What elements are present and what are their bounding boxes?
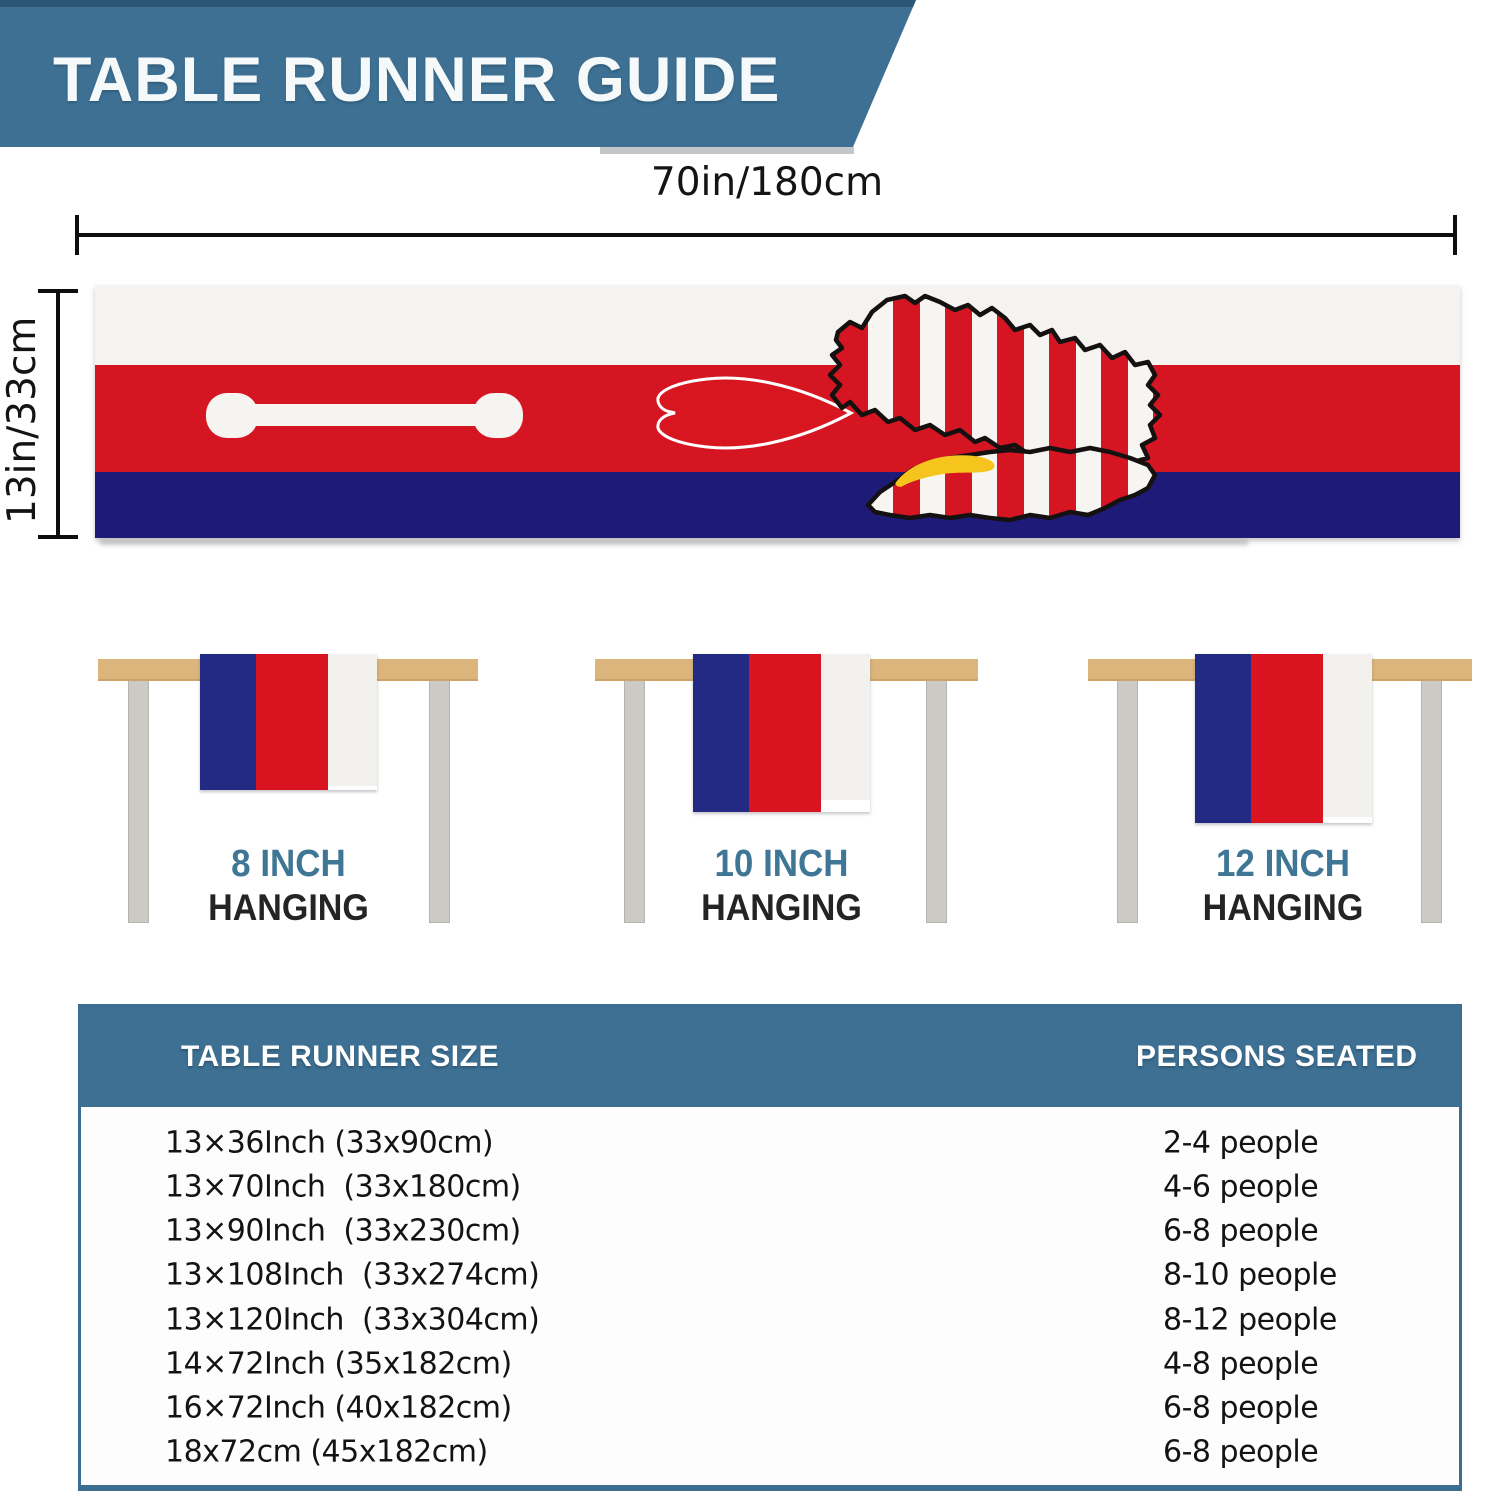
size-cell: 13×90Inch (33x230cm): [165, 1213, 521, 1249]
persons-cell: 6-8 people: [1163, 1434, 1319, 1470]
hanging-label: 12 INCH HANGING: [1195, 843, 1371, 929]
table-row: 13×36Inch (33x90cm) 2-4 people: [81, 1121, 1459, 1165]
persons-cell: 6-8 people: [1163, 1390, 1319, 1426]
size-cell: 16×72Inch (40x182cm): [165, 1390, 512, 1426]
size-cell: 13×36Inch (33x90cm): [165, 1125, 494, 1161]
height-dimension-label: 13in/33cm: [0, 316, 45, 524]
table-row: 13×108Inch (33x274cm) 8-10 people: [81, 1253, 1459, 1297]
persons-cell: 8-10 people: [1163, 1257, 1337, 1293]
banner-shadow: [600, 147, 854, 154]
table-leg: [1421, 681, 1442, 923]
size-guide-table: TABLE RUNNER SIZE PERSONS SEATED 13×36In…: [78, 1004, 1462, 1491]
hanging-label: 8 INCH HANGING: [200, 843, 377, 929]
title-banner: TABLE RUNNER GUIDE: [0, 0, 916, 147]
size-table-rows: 13×36Inch (33x90cm) 2-4 people 13×70Inch…: [81, 1121, 1459, 1474]
size-cell: 18x72cm (45x182cm): [165, 1434, 488, 1470]
table-row: 18x72cm (45x182cm) 6-8 people: [81, 1430, 1459, 1474]
header-persons-seated: PERSONS SEATED: [1136, 1040, 1418, 1073]
table-row: 14×72Inch (35x182cm) 4-8 people: [81, 1342, 1459, 1386]
table-leg: [128, 681, 149, 923]
table-row: 16×72Inch (40x182cm) 6-8 people: [81, 1386, 1459, 1430]
runner-artwork: [95, 285, 1460, 538]
persons-cell: 4-6 people: [1163, 1169, 1319, 1205]
banner-top-edge: [0, 0, 916, 7]
hanging-sub: HANGING: [701, 887, 862, 928]
width-dimension-label: 70in/180cm: [650, 160, 884, 205]
runner-white-stripe: [95, 285, 1460, 365]
persons-cell: 4-8 people: [1163, 1346, 1319, 1382]
hanging-inches: 12 INCH: [1215, 843, 1351, 885]
runner-shadow: [100, 540, 1248, 545]
runner-navy-stripe: [95, 472, 1460, 538]
hanging-runner-cloth: [693, 654, 870, 812]
persons-cell: 6-8 people: [1163, 1213, 1319, 1249]
hanging-inches: 8 INCH: [231, 843, 346, 885]
hanging-sub: HANGING: [208, 887, 369, 928]
size-cell: 13×120Inch (33x304cm): [165, 1302, 540, 1338]
size-table-header: TABLE RUNNER SIZE PERSONS SEATED: [81, 1007, 1459, 1107]
table-runner-preview: [95, 285, 1460, 538]
table-leg: [926, 681, 947, 923]
header-table-runner-size: TABLE RUNNER SIZE: [181, 1040, 499, 1073]
hanging-sub: HANGING: [1202, 887, 1364, 928]
hanging-label: 10 INCH HANGING: [693, 843, 870, 929]
hanging-runner-cloth: [200, 654, 377, 790]
persons-cell: 8-12 people: [1163, 1302, 1337, 1338]
table-row: 13×120Inch (33x304cm) 8-12 people: [81, 1298, 1459, 1342]
persons-cell: 2-4 people: [1163, 1125, 1319, 1161]
height-dimension-line: [38, 289, 78, 539]
table-row: 13×70Inch (33x180cm) 4-6 people: [81, 1165, 1459, 1209]
table-leg: [429, 681, 450, 923]
bone-shape: [206, 393, 523, 438]
crescent-shape: [895, 455, 995, 487]
size-cell: 14×72Inch (35x182cm): [165, 1346, 512, 1382]
table-row: 13×90Inch (33x230cm) 6-8 people: [81, 1209, 1459, 1253]
table-leg: [1117, 681, 1138, 923]
map-upper-outline: [827, 293, 1163, 475]
page-title: TABLE RUNNER GUIDE: [53, 45, 781, 115]
size-cell: 13×70Inch (33x180cm): [165, 1169, 521, 1205]
hanging-inches: 10 INCH: [714, 843, 849, 885]
table-leg: [624, 681, 645, 923]
hanging-runner-cloth: [1195, 654, 1372, 823]
size-cell: 13×108Inch (33x274cm): [165, 1257, 540, 1293]
heart-outline: [656, 376, 855, 450]
width-dimension-line: [75, 215, 1457, 255]
